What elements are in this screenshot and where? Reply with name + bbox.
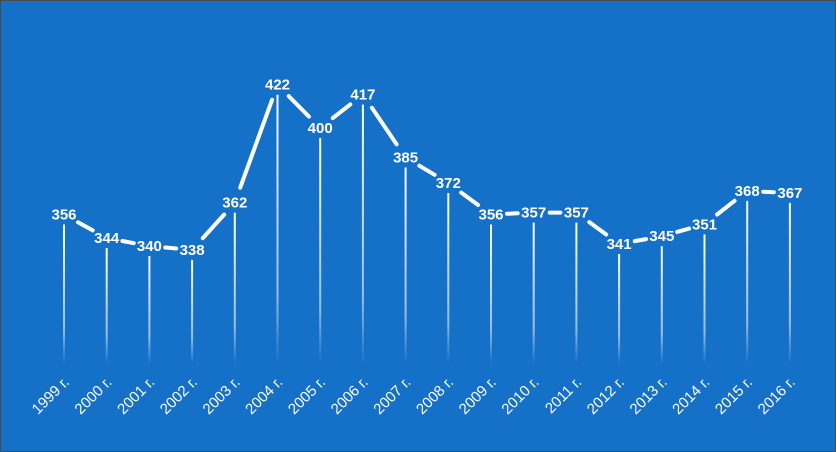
data-label: 345 bbox=[649, 228, 674, 245]
series-line-segment bbox=[330, 102, 353, 121]
series-line-segment bbox=[369, 105, 399, 147]
series-line-segment bbox=[505, 211, 520, 216]
series-line-segment bbox=[200, 212, 227, 241]
x-tick-label: 2012 г. bbox=[584, 374, 628, 418]
x-tick-label: 2009 г. bbox=[456, 374, 500, 418]
drop-line bbox=[618, 254, 621, 364]
data-label: 357 bbox=[521, 205, 546, 222]
x-tick-label: 2006 г. bbox=[328, 374, 372, 418]
series-line-segment bbox=[715, 198, 737, 217]
series-line-segment bbox=[459, 190, 481, 207]
drop-line bbox=[233, 212, 236, 364]
data-label: 344 bbox=[94, 230, 120, 247]
data-label: 340 bbox=[137, 238, 162, 255]
x-tick-label: 2008 г. bbox=[413, 374, 457, 418]
data-label: 422 bbox=[265, 77, 290, 94]
x-tick-label: 2016 г. bbox=[755, 374, 799, 418]
series-line-segment bbox=[632, 237, 649, 244]
x-tick-label: 2007 г. bbox=[370, 374, 414, 418]
series-line-segment bbox=[286, 94, 311, 119]
data-label: 351 bbox=[692, 216, 717, 233]
drop-line bbox=[361, 104, 364, 364]
data-label: 341 bbox=[607, 236, 632, 253]
series-line-segment bbox=[238, 97, 275, 190]
drop-line bbox=[105, 248, 108, 364]
drop-line bbox=[532, 222, 535, 364]
data-label: 368 bbox=[735, 183, 760, 200]
drop-line bbox=[276, 94, 279, 364]
x-tick-label: 2000 г. bbox=[71, 374, 115, 418]
data-label: 357 bbox=[564, 205, 589, 222]
drop-line bbox=[575, 222, 578, 364]
drop-line bbox=[788, 202, 791, 364]
drop-line bbox=[148, 256, 151, 364]
data-label: 356 bbox=[478, 207, 503, 224]
data-label: 338 bbox=[180, 242, 205, 259]
data-label: 367 bbox=[777, 185, 802, 202]
series-line-segment bbox=[163, 245, 179, 251]
x-tick-label: 2013 г. bbox=[627, 374, 671, 418]
drop-line bbox=[63, 224, 65, 364]
x-axis: 1999 г.2000 г.2001 г.2002 г.2003 г.2004 … bbox=[29, 374, 799, 418]
drop-line bbox=[660, 246, 663, 364]
data-label: 400 bbox=[308, 120, 333, 137]
data-label: 362 bbox=[222, 195, 247, 212]
drop-lines bbox=[63, 94, 791, 364]
x-tick-label: 2001 г. bbox=[114, 374, 158, 418]
drop-line bbox=[319, 138, 322, 364]
x-tick-label: 2004 г. bbox=[242, 374, 286, 418]
series-line-segment bbox=[76, 220, 95, 233]
x-tick-label: 2003 г. bbox=[200, 374, 244, 418]
series-line-segment bbox=[417, 163, 437, 177]
series-line-segment bbox=[675, 226, 692, 234]
x-tick-label: 2010 г. bbox=[498, 374, 542, 418]
drop-line bbox=[490, 224, 492, 364]
data-label: 385 bbox=[393, 150, 418, 167]
drop-line bbox=[191, 259, 194, 364]
series-line bbox=[76, 94, 776, 251]
x-tick-label: 2014 г. bbox=[669, 374, 713, 418]
drop-line bbox=[703, 234, 706, 364]
x-tick-label: 2011 г. bbox=[542, 374, 585, 417]
x-tick-label: 2005 г. bbox=[285, 374, 329, 418]
drop-line bbox=[447, 193, 450, 364]
x-tick-label: 1999 г. bbox=[29, 374, 73, 418]
data-label: 356 bbox=[51, 207, 76, 224]
series-line-segment bbox=[761, 189, 776, 195]
series-line-segment bbox=[587, 220, 609, 237]
series-line-segment bbox=[120, 239, 136, 246]
drop-line bbox=[746, 200, 749, 364]
data-label: 417 bbox=[350, 87, 375, 104]
data-label: 372 bbox=[436, 175, 461, 192]
data-labels: 356 344 340 338 362 422 400 417 385 372 356 357 357 3… bbox=[51, 77, 802, 259]
x-tick-label: 2015 г. bbox=[712, 374, 756, 418]
x-tick-label: 2002 г. bbox=[157, 374, 201, 418]
drop-line bbox=[404, 167, 407, 364]
